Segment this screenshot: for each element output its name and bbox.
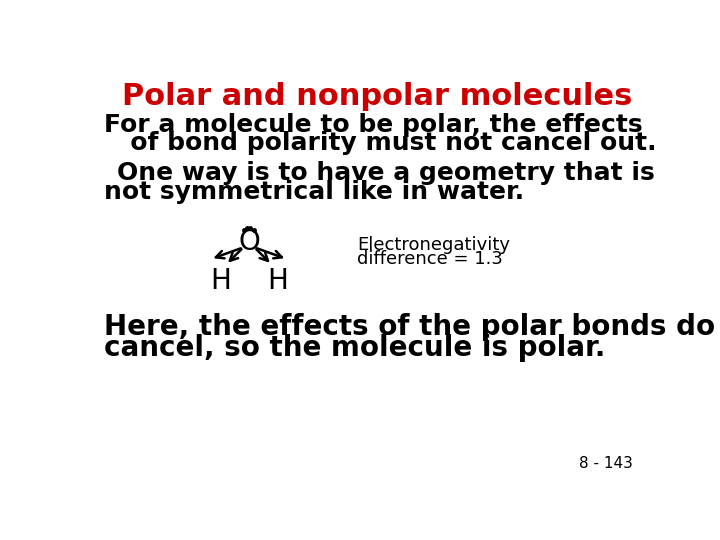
Text: difference = 1.3: difference = 1.3 <box>357 249 503 268</box>
Text: 8 - 143: 8 - 143 <box>579 456 632 471</box>
Text: not symmetrical like in water.: not symmetrical like in water. <box>104 179 524 204</box>
Text: H: H <box>210 267 231 295</box>
Text: For a molecule to be polar, the effects: For a molecule to be polar, the effects <box>104 112 642 137</box>
Text: cancel, so the molecule is polar.: cancel, so the molecule is polar. <box>104 334 606 362</box>
Text: One way is to have a geometry that is: One way is to have a geometry that is <box>117 161 655 185</box>
Text: of bond polarity must not cancel out.: of bond polarity must not cancel out. <box>104 131 657 155</box>
Text: Electronegativity: Electronegativity <box>357 236 510 254</box>
Text: Polar and nonpolar molecules: Polar and nonpolar molecules <box>122 82 632 111</box>
Text: Here, the effects of the polar bonds do not: Here, the effects of the polar bonds do … <box>104 313 720 341</box>
Text: O: O <box>238 228 260 256</box>
Text: H: H <box>267 267 288 295</box>
